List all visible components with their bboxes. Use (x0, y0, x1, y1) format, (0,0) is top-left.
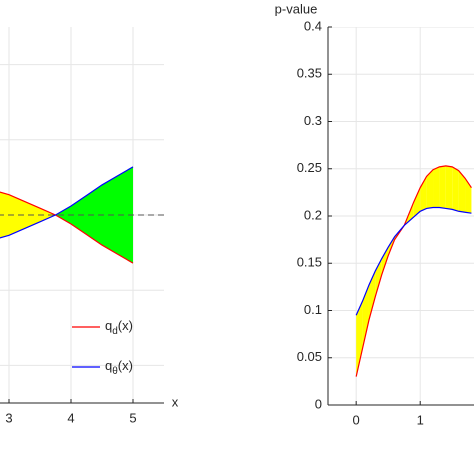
x-tick-label: 3 (5, 410, 12, 425)
y-tick-label: 0.15 (297, 255, 322, 270)
x-tick-label: 5 (129, 410, 136, 425)
y-tick-label: 0.35 (297, 66, 322, 81)
y-tick-label: 0.3 (304, 113, 322, 128)
x-tick-label: 0 (353, 412, 360, 427)
y-tick-label: 0.05 (297, 349, 322, 364)
fill-region (426, 169, 434, 209)
plot-area (0, 27, 164, 403)
legend-label: qd(x) (105, 318, 133, 336)
y-tick-label: 0.2 (304, 207, 322, 222)
fill-region (433, 166, 440, 208)
y-tick-label: 0.4 (304, 18, 322, 33)
chart-panel: 0 1 0 0.05 0.1 0.15 0.2 0.25 0.3 0.35 0.4 p-value (275, 1, 474, 427)
fill-region (413, 187, 421, 217)
fill-region (362, 284, 369, 349)
series-line (0, 166, 134, 239)
x-tick-label: 4 (67, 410, 74, 425)
x-tick-label: 1 (417, 412, 424, 427)
fill-region (458, 170, 466, 213)
y-tick-label: 0.1 (304, 302, 322, 317)
y-axis-label: p-value (275, 1, 318, 16)
fill-region (465, 178, 472, 214)
fill-region (356, 301, 363, 377)
plot-area (328, 27, 474, 405)
fill-region (381, 247, 389, 275)
fill-region (0, 192, 9, 238)
y-tick-label: 0 (315, 396, 322, 411)
legend-label: qθ(x) (105, 358, 133, 376)
chart-panel: 345-2-1012xqd(x)qθ(x) (0, 27, 179, 425)
fill-region (452, 166, 459, 212)
x-axis-label: x (172, 394, 179, 409)
fill-region (439, 165, 446, 209)
series-line (355, 206, 472, 316)
fill-region (86, 184, 102, 246)
fill-region (368, 270, 376, 320)
fill-region (117, 166, 133, 264)
fill-region (9, 194, 25, 236)
y-tick-label: 0.25 (297, 160, 322, 175)
fill-region (445, 165, 453, 210)
fill-region (40, 208, 56, 222)
series-line (355, 165, 472, 377)
